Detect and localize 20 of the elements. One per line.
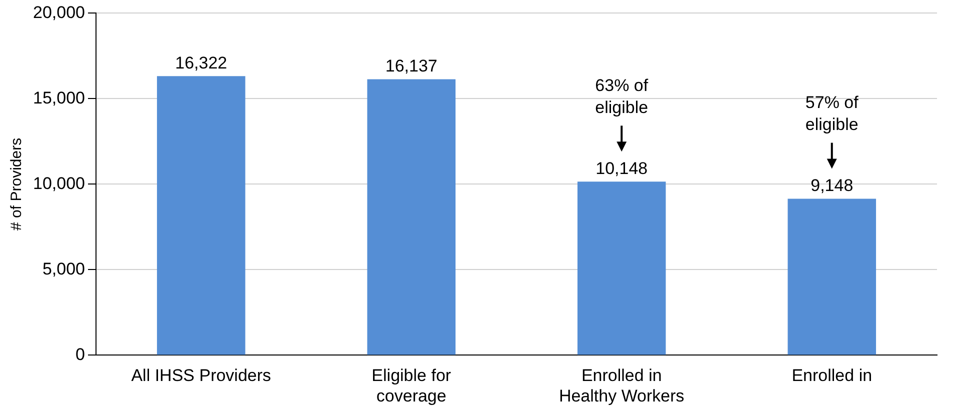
x-tick-label: Enrolled in <box>792 366 872 386</box>
annotation: 57% of eligible <box>805 92 859 134</box>
bar <box>577 182 666 355</box>
data-label: 10,148 <box>596 158 648 178</box>
data-label: 9,148 <box>810 176 854 195</box>
y-tick-label: 15,000 <box>32 88 85 108</box>
x-tick-label: Enrolled in Healthy Workers <box>558 366 684 406</box>
y-tick-label: 5,000 <box>42 259 85 278</box>
y-tick-label: 0 <box>76 344 85 364</box>
y-axis-title: # of Providers <box>8 138 26 230</box>
annotation: 63% of eligible <box>595 76 648 117</box>
y-tick-label: 20,000 <box>32 2 85 22</box>
bar <box>156 76 246 355</box>
bar <box>788 198 876 355</box>
data-label: 16,137 <box>385 56 438 76</box>
data-label: 16,322 <box>175 53 228 72</box>
x-tick-label: Eligible for coverage <box>372 366 452 406</box>
x-tick-label: All IHSS Providers <box>131 366 272 386</box>
y-tick-label: 10,000 <box>32 174 85 193</box>
bar <box>367 79 456 355</box>
